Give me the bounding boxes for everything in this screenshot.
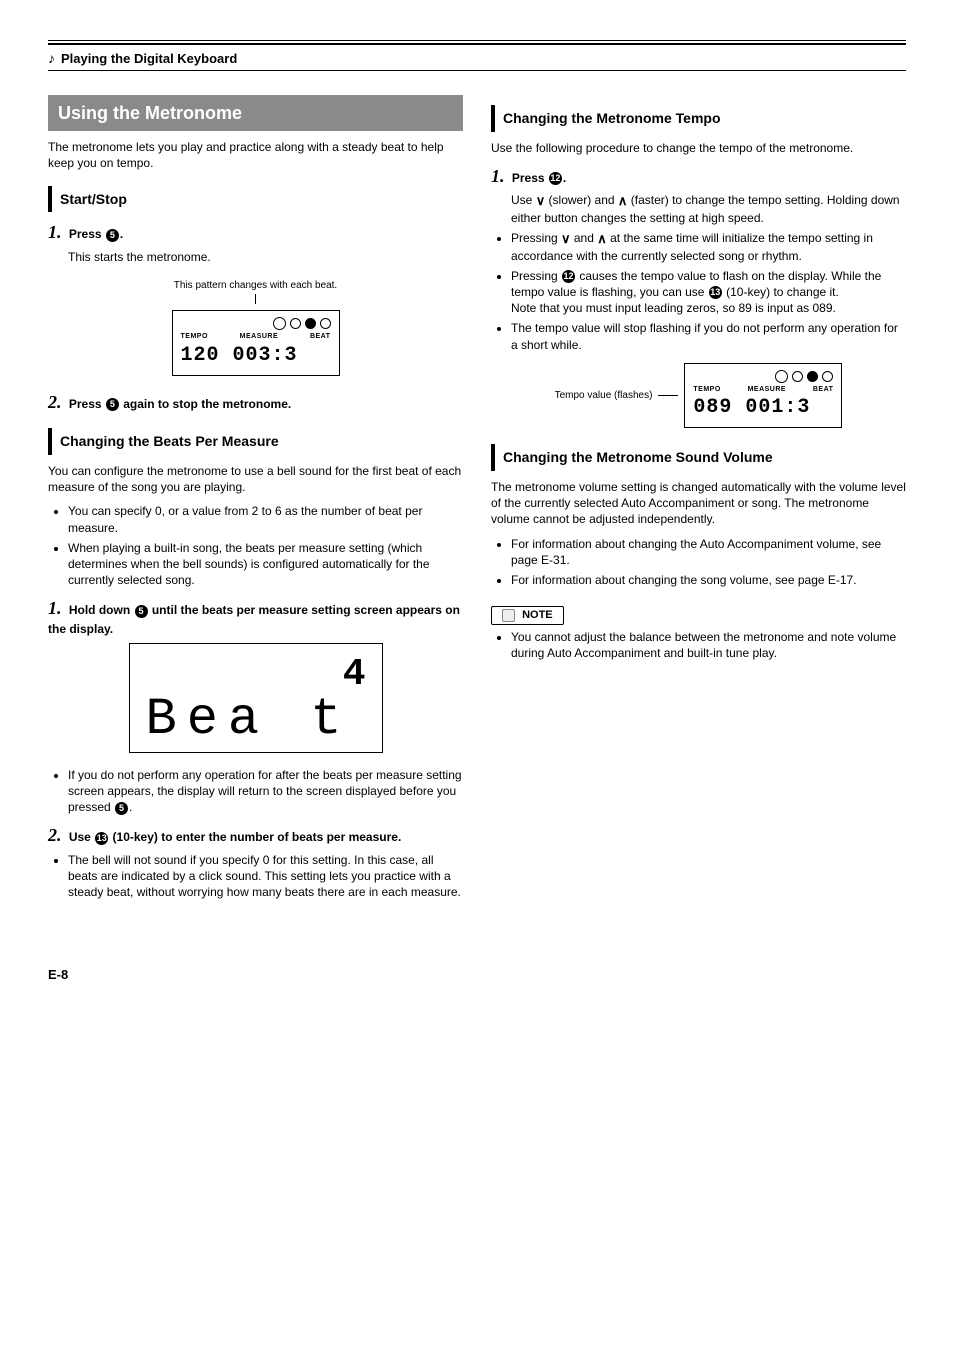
- step-number-2: 2.: [48, 825, 62, 845]
- step-number-1: 1.: [491, 166, 505, 186]
- note-bullet-1: You cannot adjust the balance between th…: [511, 629, 906, 661]
- vol-bullet-1: For information about changing the Auto …: [511, 536, 906, 568]
- note-label-text: NOTE: [522, 609, 553, 621]
- button-ref-5-icon: 5: [135, 605, 148, 618]
- page-footer: E-8: [48, 966, 906, 984]
- beat-word: Bea t: [146, 694, 366, 746]
- bstep1-note-list: If you do not perform any operation for …: [48, 767, 463, 816]
- label-beat: BEAT: [813, 385, 834, 394]
- tempo-bullet-b: Pressing 12 causes the tempo value to fl…: [511, 268, 906, 317]
- step1-text-b: .: [120, 227, 123, 241]
- tb-a-mid: and: [571, 231, 598, 245]
- tstep1-desc: Use ∨ (slower) and ∧ (faster) to change …: [511, 192, 906, 226]
- bstep2-text-b: (10-key) to enter the number of beats pe…: [109, 830, 401, 844]
- lcd-value-1: 120 003:3: [181, 342, 331, 369]
- tstep1-desc-a: Use: [511, 193, 536, 207]
- subhead-change-tempo: Changing the Metronome Tempo: [491, 105, 906, 132]
- pointer-line: [255, 294, 256, 304]
- note-label: NOTE: [491, 606, 564, 625]
- up-chevron-icon: ∧: [618, 192, 628, 210]
- chapter-title: Playing the Digital Keyboard: [61, 50, 237, 68]
- tempo-para: Use the following procedure to change th…: [491, 140, 906, 156]
- vol-para: The metronome volume setting is changed …: [491, 479, 906, 528]
- right-column: Changing the Metronome Tempo Use the fol…: [491, 91, 906, 906]
- tstep-1-press-12: 1. Press 12.: [491, 164, 906, 188]
- subhead-change-volume: Changing the Metronome Sound Volume: [491, 444, 906, 471]
- beats-para: You can configure the metronome to use a…: [48, 463, 463, 495]
- beats-bullets: You can specify 0, or a value from 2 to …: [48, 503, 463, 588]
- bstep1-text-a: Hold down: [69, 603, 134, 617]
- label-measure: MEASURE: [748, 385, 787, 394]
- button-ref-13-icon: 13: [95, 832, 108, 845]
- subhead-beats-per-measure: Changing the Beats Per Measure: [48, 428, 463, 455]
- tempo-bullet-a: Pressing ∨ and ∧ at the same time will i…: [511, 230, 906, 264]
- music-note-icon: ♪: [48, 49, 55, 68]
- two-column-layout: Using the Metronome The metronome lets y…: [48, 91, 906, 906]
- page-number: E-8: [48, 967, 68, 982]
- bstep-1-hold-5: 1. Hold down 5 until the beats per measu…: [48, 596, 463, 636]
- tb-a-pre: Pressing: [511, 231, 561, 245]
- up-chevron-icon: ∧: [597, 230, 607, 248]
- tb-b-post: (10-key) to change it.: [723, 285, 839, 299]
- button-ref-13-icon: 13: [709, 286, 722, 299]
- step2-text-a: Press: [69, 397, 105, 411]
- section-title-using-metronome: Using the Metronome: [48, 95, 463, 131]
- label-tempo: TEMPO: [181, 332, 208, 341]
- button-ref-5-icon: 5: [106, 398, 119, 411]
- beat-dots: [181, 317, 331, 330]
- step-number-1: 1.: [48, 222, 62, 242]
- button-ref-12-icon: 12: [549, 172, 562, 185]
- top-double-rule: [48, 40, 906, 45]
- beat-dots: [693, 370, 833, 383]
- metronome-intro: The metronome lets you play and practice…: [48, 139, 463, 171]
- label-beat: BEAT: [310, 332, 331, 341]
- button-ref-5-icon: 5: [106, 229, 119, 242]
- left-column: Using the Metronome The metronome lets y…: [48, 91, 463, 906]
- step-2-press-5-again: 2. Press 5 again to stop the metronome.: [48, 390, 463, 414]
- beat-big-value: 4: [146, 656, 366, 694]
- down-chevron-icon: ∨: [536, 192, 546, 210]
- bstep2-text-a: Use: [69, 830, 94, 844]
- button-ref-12-icon: 12: [562, 270, 575, 283]
- beats-bullet-1: You can specify 0, or a value from 2 to …: [68, 503, 463, 535]
- step1-text-a: Press: [69, 227, 105, 241]
- subhead-start-stop: Start/Stop: [48, 186, 463, 213]
- tempo-flash-label: Tempo value (flashes): [555, 389, 653, 403]
- lcd-mini-labels-2: TEMPO MEASURE BEAT: [693, 385, 833, 394]
- fig1-caption: This pattern changes with each beat.: [48, 279, 463, 293]
- vol-bullets: For information about changing the Auto …: [491, 536, 906, 589]
- leader-line: [658, 395, 678, 396]
- button-ref-5-icon: 5: [115, 802, 128, 815]
- figure-lcd-tempo: TEMPO MEASURE BEAT 120 003:3: [48, 310, 463, 375]
- step1-desc: This starts the metronome.: [68, 249, 463, 265]
- bstep2-note: The bell will not sound if you specify 0…: [68, 852, 463, 901]
- chapter-header: ♪ Playing the Digital Keyboard: [48, 49, 906, 68]
- vol-bullet-2: For information about changing the song …: [511, 572, 906, 588]
- step-number-2: 2.: [48, 392, 62, 412]
- lcd-value-2: 089 001:3: [693, 394, 833, 421]
- tb-b-pre: Pressing: [511, 269, 561, 283]
- label-tempo: TEMPO: [693, 385, 720, 394]
- tempo-bullets: Pressing ∨ and ∧ at the same time will i…: [491, 230, 906, 353]
- bstep1-note-b: .: [129, 800, 132, 814]
- step-number-1: 1.: [48, 598, 62, 618]
- step2-text-b: again to stop the metronome.: [120, 397, 291, 411]
- figure-tempo-flash: Tempo value (flashes) TEMPO MEASURE BEAT…: [491, 363, 906, 428]
- note-bullets: You cannot adjust the balance between th…: [491, 629, 906, 661]
- bstep1-note: If you do not perform any operation for …: [68, 767, 463, 816]
- tstep1-desc-b: (slower) and: [545, 193, 618, 207]
- lcd-mini-labels: TEMPO MEASURE BEAT: [181, 332, 331, 341]
- tstep1-text-a: Press: [512, 171, 548, 185]
- figure-beat-screen: 4 Bea t: [48, 643, 463, 753]
- thin-rule: [48, 70, 906, 71]
- tempo-bullet-c: The tempo value will stop flashing if yo…: [511, 320, 906, 352]
- bstep2-note-list: The bell will not sound if you specify 0…: [48, 852, 463, 901]
- down-chevron-icon: ∨: [561, 230, 571, 248]
- label-measure: MEASURE: [240, 332, 279, 341]
- tstep1-text-b: .: [563, 171, 566, 185]
- beats-bullet-2: When playing a built-in song, the beats …: [68, 540, 463, 589]
- step-1-press-5: 1. Press 5.: [48, 220, 463, 244]
- bstep-2-use-13: 2. Use 13 (10-key) to enter the number o…: [48, 823, 463, 847]
- tb-b-note: Note that you must input leading zeros, …: [511, 300, 906, 316]
